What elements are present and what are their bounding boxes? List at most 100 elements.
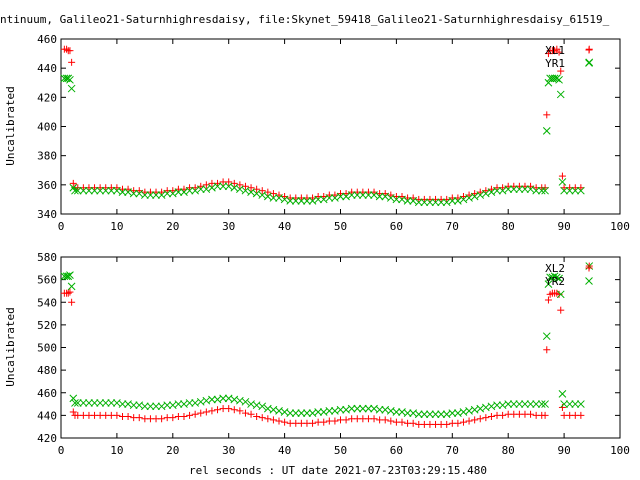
y-tick-label: 420: [37, 91, 57, 104]
yr2-data-point: [426, 410, 434, 419]
yr1-data-point: [314, 195, 322, 204]
xl2-data-point: [544, 296, 552, 304]
x-tick-label: 80: [502, 444, 515, 457]
xl2-data-point: [66, 288, 74, 296]
xl1-data-point: [557, 67, 565, 75]
yr2-data-point: [509, 400, 518, 408]
yr2-data-point: [555, 274, 563, 283]
yr1-data-point: [113, 186, 121, 195]
yr1-data-point: [359, 191, 367, 199]
xl2-data-point: [482, 414, 490, 422]
top-panel: Uncalibrated 0 10 20 30 40 50 60 70 80 90 100 340 36…: [4, 33, 630, 233]
yr1-data-point: [392, 195, 401, 204]
yr2-data-point: [571, 400, 580, 408]
yr2-data-point: [448, 409, 457, 417]
yr1-data-point: [364, 191, 373, 199]
yr1-data-point: [168, 189, 177, 198]
xl2-data-point: [443, 420, 451, 428]
yr1-data-point: [60, 74, 69, 83]
xl2-data-point: [64, 289, 72, 297]
xl1-data-point: [225, 178, 233, 186]
yr1-data-point: [275, 194, 283, 202]
yr1-data-point: [90, 186, 99, 195]
yr1-data-point: [381, 192, 390, 201]
yr1-data-point: [135, 189, 144, 198]
yr1-data-point: [280, 195, 289, 204]
xl2-data-point: [197, 409, 205, 417]
xl2-data-point: [465, 417, 473, 425]
xl2-data-point: [275, 417, 283, 425]
yr1-data-point: [375, 192, 384, 201]
yr1-data-point: [79, 186, 88, 195]
yr2-data-point: [541, 400, 549, 408]
xl2-data-point: [527, 410, 535, 418]
x-tick-label: 30: [222, 220, 235, 233]
x-tick-label: 0: [58, 220, 65, 233]
bottom-panel: Uncalibrated 0 10 20 30 40 50 60 70 80 90 100 420 44…: [4, 251, 630, 457]
yr2-data-point: [101, 399, 110, 407]
x-tick-label: 70: [446, 220, 459, 233]
yr1-legend-marker: [585, 59, 593, 67]
yr1-data-point: [286, 197, 295, 205]
yr2-data-point: [347, 404, 356, 413]
yr1-data-point: [291, 197, 300, 205]
xl2-data-point: [309, 419, 317, 427]
yr1-data-point: [542, 127, 551, 135]
bottom-panel-series: [60, 262, 594, 428]
yr1-data-point: [236, 185, 244, 194]
xl2-data-point: [281, 418, 289, 426]
yr2-data-point: [521, 400, 529, 408]
yr1-data-point: [140, 191, 149, 199]
xl2-data-point: [543, 346, 551, 354]
yr2-legend-label: YR2: [545, 275, 565, 288]
y-tick-label: 440: [37, 409, 57, 422]
yr2-data-point: [515, 400, 524, 408]
yr1-data-point: [515, 185, 524, 194]
yr1-data-point: [426, 198, 434, 207]
xl2-data-point: [370, 415, 378, 423]
yr2-data-point: [118, 400, 127, 408]
yr1-data-point: [448, 197, 457, 205]
xl1-data-point: [63, 45, 71, 53]
xl2-legend-marker: [585, 264, 593, 272]
yr2-data-point: [73, 399, 82, 407]
xl2-data-point: [241, 409, 249, 417]
x-tick-label: 40: [278, 220, 291, 233]
xl2-data-point: [459, 418, 467, 426]
x-tick-label: 80: [502, 220, 515, 233]
yr1-data-point: [558, 178, 567, 186]
x-tick-label: 0: [58, 444, 65, 457]
xl2-data-point: [180, 413, 188, 421]
yr1-data-point: [325, 194, 334, 202]
yr2-data-point: [577, 400, 585, 408]
yr2-data-point: [241, 397, 250, 406]
yr1-data-point: [263, 192, 272, 201]
yr1-data-point: [420, 198, 429, 207]
xl2-data-point: [499, 411, 507, 419]
yr1-data-point: [465, 194, 473, 202]
yr2-data-point: [546, 273, 554, 282]
yr2-data-point: [219, 394, 227, 403]
yr1-data-point: [185, 186, 194, 195]
yr2-data-point: [152, 402, 160, 411]
xl2-data-point: [236, 407, 244, 415]
yr1-data-point: [521, 185, 529, 194]
yr2-data-point: [297, 409, 306, 417]
yr1-data-point: [269, 194, 278, 202]
xl2-data-point: [258, 414, 266, 422]
yr2-data-point: [537, 400, 546, 408]
x-tick-label: 50: [334, 220, 347, 233]
yr1-data-point: [442, 198, 451, 207]
yr1-data-point: [124, 188, 132, 196]
x-tick-label: 90: [557, 220, 570, 233]
yr2-data-point: [129, 401, 138, 410]
yr1-data-point: [196, 185, 205, 194]
xl2-data-point: [208, 407, 216, 415]
yr2-data-point: [558, 390, 567, 398]
yr1-data-point: [297, 197, 306, 205]
xl2-data-point: [320, 418, 328, 426]
y-tick-label: 500: [37, 342, 57, 355]
yr2-data-point: [286, 409, 295, 417]
